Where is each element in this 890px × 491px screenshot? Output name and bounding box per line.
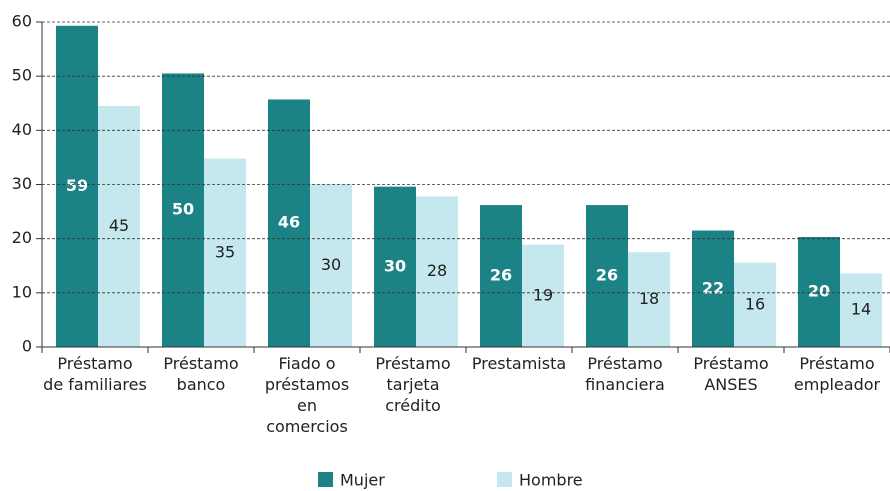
y-tick-label: 40 (12, 120, 32, 139)
value-label: 16 (745, 294, 765, 313)
bar (480, 205, 522, 347)
value-label: 46 (278, 213, 300, 232)
value-label: 14 (851, 300, 871, 319)
bar (586, 205, 628, 347)
value-label: 50 (172, 200, 194, 219)
legend-swatch (318, 472, 333, 487)
bar (268, 99, 310, 347)
value-label: 19 (533, 285, 553, 304)
y-tick-label: 60 (12, 12, 32, 31)
bar (204, 158, 246, 347)
value-label: 22 (702, 278, 724, 297)
value-label: 18 (639, 289, 659, 308)
bar (56, 25, 98, 348)
legend-label: Hombre (519, 471, 583, 490)
bar (798, 237, 840, 347)
y-tick-label: 20 (12, 228, 32, 247)
legend-swatch (497, 472, 512, 487)
x-tick-label: Préstamo banco (163, 354, 239, 394)
value-label: 30 (384, 256, 406, 275)
bar (628, 252, 670, 347)
y-tick-label: 50 (12, 66, 32, 85)
value-label: 45 (109, 216, 129, 235)
value-label: 20 (808, 282, 830, 301)
bar (734, 262, 776, 347)
bar (374, 186, 416, 347)
bar (692, 230, 734, 347)
bar (310, 183, 352, 347)
value-label: 26 (596, 266, 618, 285)
bar (162, 73, 204, 347)
bar (416, 196, 458, 347)
y-tick-label: 10 (12, 282, 32, 301)
y-tick-label: 0 (22, 337, 32, 356)
legend-label: Mujer (340, 471, 385, 490)
x-tick-label: Préstamo financiera (585, 354, 665, 394)
y-tick-label: 30 (12, 174, 32, 193)
x-tick-label: Fiado o préstamos en comercios (264, 354, 350, 436)
x-tick-label: Préstamo empleador (793, 354, 881, 394)
x-tick-label: Préstamo tarjeta crédito (375, 354, 451, 415)
value-label: 28 (427, 261, 447, 280)
value-label: 26 (490, 266, 512, 285)
x-tick-label: Prestamista (471, 354, 567, 373)
value-label: 35 (215, 242, 235, 261)
bar (840, 273, 882, 347)
x-tick-label: Préstamo ANSES (693, 354, 769, 394)
value-label: 30 (321, 255, 341, 274)
bar (522, 244, 564, 347)
value-label: 59 (66, 176, 88, 195)
x-tick-label: Préstamo de familiares (43, 354, 147, 394)
bar (98, 105, 140, 347)
